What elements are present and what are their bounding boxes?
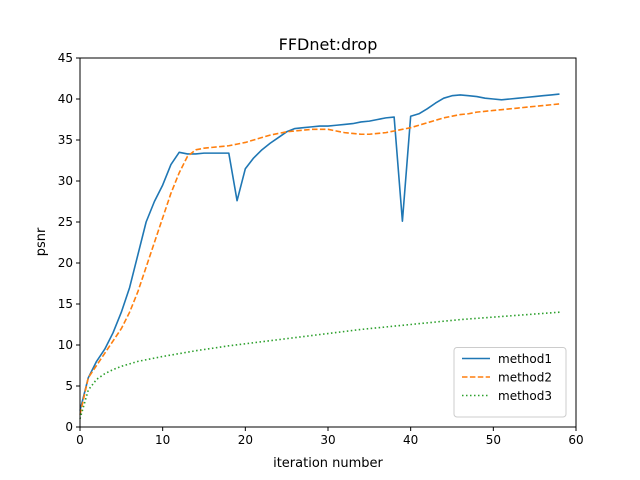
- y-axis: 0 5 10 15 20 25 30 35 40 45: [58, 51, 80, 434]
- y-tick-label: 20: [58, 256, 73, 270]
- x-tick-label: 10: [155, 433, 170, 447]
- legend-label-method2: method2: [498, 371, 552, 385]
- legend: method1 method2 method3: [453, 347, 567, 418]
- x-tick-label: 60: [568, 433, 583, 447]
- series-layer: [79, 93, 560, 420]
- y-tick-label: 40: [58, 92, 73, 106]
- x-tick-label: 50: [486, 433, 501, 447]
- y-tick-label: 10: [58, 338, 73, 352]
- y-tick-label: 15: [58, 297, 73, 311]
- x-axis: 0 10 20 30 40 50 60: [76, 427, 584, 447]
- x-tick-label: 0: [76, 433, 84, 447]
- y-tick-label: 30: [58, 174, 73, 188]
- y-tick-label: 45: [58, 51, 73, 65]
- chart-title: FFDnet:drop: [279, 35, 378, 54]
- series-line-method2: [79, 103, 560, 415]
- x-tick-label: 30: [320, 433, 335, 447]
- x-axis-label: iteration number: [273, 456, 383, 471]
- x-tick-label: 40: [403, 433, 418, 447]
- legend-label-method1: method1: [498, 352, 552, 366]
- x-tick-label: 20: [238, 433, 253, 447]
- y-tick-label: 0: [65, 420, 73, 434]
- y-tick-label: 5: [65, 379, 73, 393]
- series-line-method3: [79, 311, 560, 420]
- y-tick-label: 25: [58, 215, 73, 229]
- series-line-method1: [79, 93, 560, 411]
- y-tick-label: 35: [58, 133, 73, 147]
- legend-box: [453, 347, 567, 418]
- y-axis-label: psnr: [34, 227, 49, 256]
- legend-label-method3: method3: [498, 389, 552, 403]
